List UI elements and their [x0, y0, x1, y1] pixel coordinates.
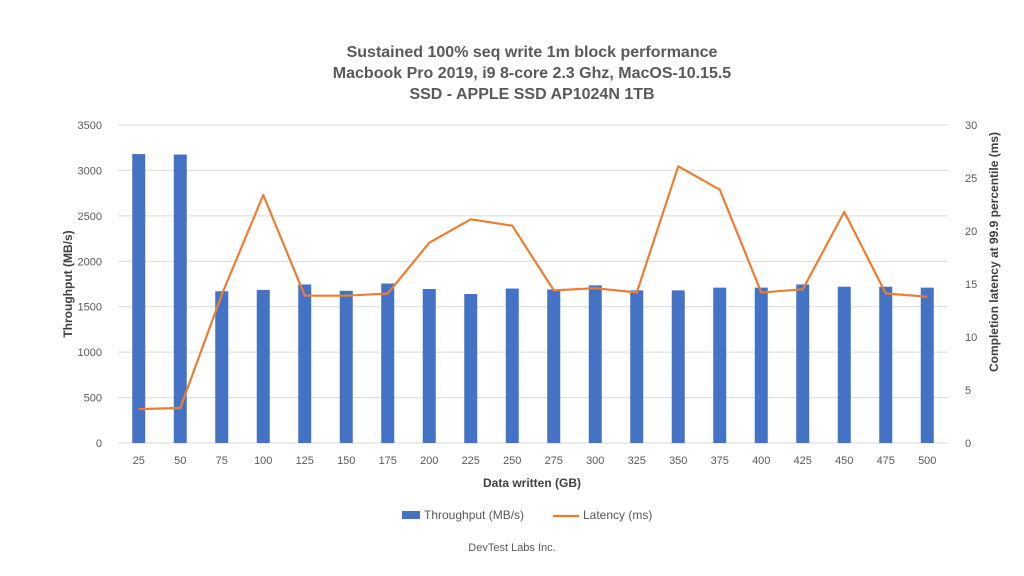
y-tick-label: 3500 — [78, 120, 102, 132]
chart-title-line-1: Sustained 100% seq write 1m block perfor… — [347, 44, 718, 61]
x-tick-label: 225 — [462, 455, 480, 467]
throughput-bar-75 — [215, 291, 229, 443]
throughput-bar-225 — [464, 293, 478, 443]
y-tick-label: 2000 — [78, 256, 102, 268]
y2-tick-label: 5 — [965, 385, 971, 397]
y-tick-label: 2500 — [78, 211, 102, 223]
x-tick-label: 300 — [586, 455, 604, 467]
chart-title: Sustained 100% seq write 1m block perfor… — [333, 44, 732, 103]
throughput-bar-375 — [713, 287, 727, 443]
gridlines — [118, 124, 948, 444]
x-tick-label: 150 — [337, 455, 355, 467]
throughput-bar-50 — [173, 154, 187, 443]
throughput-bar-200 — [422, 288, 436, 443]
latency-line — [138, 165, 928, 411]
y2-tick-label: 20 — [965, 226, 977, 238]
footer-credit: DevTest Labs Inc. — [468, 542, 556, 554]
chart-title-line-3: SSD - APPLE SSD AP1024N 1TB — [409, 86, 654, 103]
x-tick-label: 325 — [628, 455, 646, 467]
x-tick-label: 450 — [835, 455, 853, 467]
throughput-bar-250 — [505, 288, 519, 443]
y-tick-label: 0 — [96, 438, 102, 450]
throughput-bar-425 — [796, 284, 810, 443]
throughput-bar-350 — [671, 290, 685, 443]
x-tick-label: 425 — [794, 455, 812, 467]
y-axis-title: Throughput (MB/s) — [61, 230, 75, 337]
y2-axis-title: Completion latency at 99.9 percentile (m… — [987, 132, 1001, 372]
y-tick-label: 3000 — [78, 165, 102, 177]
chart-title-line-2: Macbook Pro 2019, i9 8-core 2.3 Ghz, Mac… — [333, 65, 732, 82]
throughput-bars — [132, 154, 934, 443]
axes: 0 500 1000 1500 2000 2500 3000 3500 0 5 10 15 20 25 30… — [61, 120, 1001, 490]
throughput-bar-300 — [588, 285, 602, 443]
x-tick-label: 200 — [420, 455, 438, 467]
throughput-bar-450 — [837, 286, 851, 443]
x-tick-label: 100 — [254, 455, 272, 467]
x-tick-label: 375 — [711, 455, 729, 467]
x-tick-label: 400 — [752, 455, 770, 467]
legend-label-throughput: Throughput (MB/s) — [424, 508, 524, 522]
throughput-bar-275 — [547, 289, 561, 443]
throughput-bar-125 — [298, 284, 312, 443]
legend-swatch-throughput — [402, 511, 420, 519]
y-tick-label: 1500 — [78, 302, 102, 314]
x-tick-label: 275 — [545, 455, 563, 467]
throughput-bar-25 — [132, 154, 146, 443]
legend-label-latency: Latency (ms) — [583, 508, 652, 522]
x-tick-label: 475 — [877, 455, 895, 467]
y2-tick-label: 15 — [965, 279, 977, 291]
y2-tick-label: 10 — [965, 332, 977, 344]
x-tick-label: 75 — [216, 455, 228, 467]
x-tick-label: 350 — [669, 455, 687, 467]
x-tick-label: 50 — [174, 455, 186, 467]
x-tick-label: 125 — [296, 455, 314, 467]
x-tick-label: 175 — [379, 455, 397, 467]
x-axis-title: Data written (GB) — [483, 476, 581, 490]
y2-tick-label: 0 — [965, 438, 971, 450]
throughput-bar-175 — [381, 283, 395, 443]
throughput-bar-500 — [920, 287, 934, 443]
latency-series-line — [138, 165, 928, 411]
legend: Throughput (MB/s) Latency (ms) — [402, 508, 652, 522]
x-tick-label: 500 — [918, 455, 936, 467]
throughput-bar-150 — [339, 290, 353, 443]
throughput-bar-325 — [630, 290, 644, 443]
x-tick-label: 25 — [133, 455, 145, 467]
throughput-bar-100 — [256, 289, 270, 443]
throughput-bar-475 — [879, 286, 893, 443]
y2-tick-label: 30 — [965, 120, 977, 132]
x-tick-label: 250 — [503, 455, 521, 467]
y-tick-label: 500 — [84, 393, 102, 405]
y-tick-label: 1000 — [78, 347, 102, 359]
throughput-bar-400 — [754, 287, 768, 443]
y2-tick-label: 25 — [965, 173, 977, 185]
